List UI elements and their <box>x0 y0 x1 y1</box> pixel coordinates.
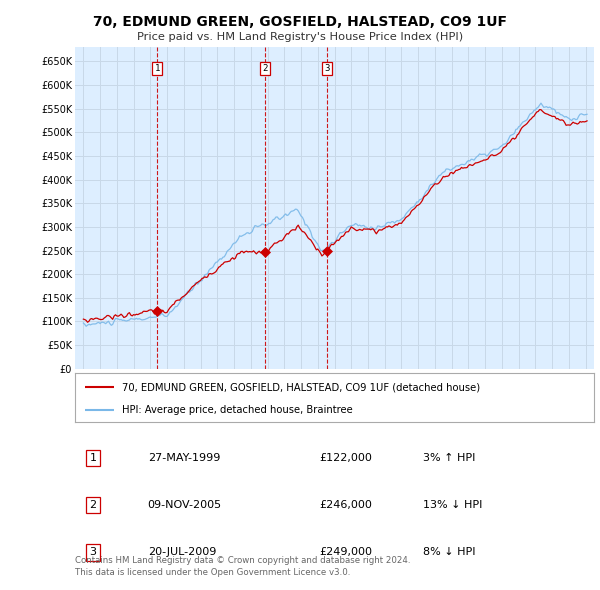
Text: 3% ↑ HPI: 3% ↑ HPI <box>423 453 475 463</box>
Text: 70, EDMUND GREEN, GOSFIELD, HALSTEAD, CO9 1UF (detached house): 70, EDMUND GREEN, GOSFIELD, HALSTEAD, CO… <box>122 382 480 392</box>
Text: 8% ↓ HPI: 8% ↓ HPI <box>423 548 475 557</box>
Text: Contains HM Land Registry data © Crown copyright and database right 2024.
This d: Contains HM Land Registry data © Crown c… <box>75 556 410 576</box>
Text: £246,000: £246,000 <box>319 500 372 510</box>
Text: 09-NOV-2005: 09-NOV-2005 <box>148 500 222 510</box>
Text: Price paid vs. HM Land Registry's House Price Index (HPI): Price paid vs. HM Land Registry's House … <box>137 32 463 42</box>
Text: 3: 3 <box>89 548 97 557</box>
Text: 3: 3 <box>324 64 329 73</box>
Text: 2: 2 <box>263 64 268 73</box>
Text: £249,000: £249,000 <box>319 548 372 557</box>
Text: 1: 1 <box>89 453 97 463</box>
Text: HPI: Average price, detached house, Braintree: HPI: Average price, detached house, Brai… <box>122 405 352 415</box>
Text: £122,000: £122,000 <box>319 453 372 463</box>
Text: 13% ↓ HPI: 13% ↓ HPI <box>423 500 482 510</box>
Text: 70, EDMUND GREEN, GOSFIELD, HALSTEAD, CO9 1UF: 70, EDMUND GREEN, GOSFIELD, HALSTEAD, CO… <box>93 15 507 29</box>
Text: 1: 1 <box>155 64 160 73</box>
Text: 20-JUL-2009: 20-JUL-2009 <box>148 548 216 557</box>
Text: 27-MAY-1999: 27-MAY-1999 <box>148 453 220 463</box>
Text: 2: 2 <box>89 500 97 510</box>
